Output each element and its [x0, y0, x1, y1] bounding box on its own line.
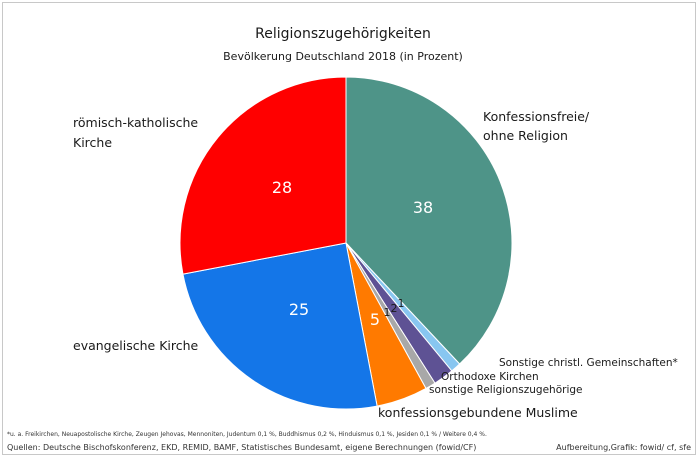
value-label-konfessionsfreie-ohne-religion: 38	[413, 198, 433, 217]
chart-title: Religionszugehörigkeiten	[255, 26, 431, 42]
pie-slices	[179, 76, 513, 410]
slice-romisch-katholische-kirche	[179, 76, 347, 275]
category-label-sonstige-religionszugehorige: sonstige Religionszugehörige	[429, 384, 583, 396]
pie-labels: 38 Konfessionsfreie/ohne Religion 1 Sonstig…	[73, 109, 678, 420]
value-label-evangelische-kirche: 25	[289, 300, 309, 319]
value-label-konfessionsgebundene-muslime: 5	[370, 310, 380, 329]
chart-frame: Religionszugehörigkeiten Bevölkerung Deu…	[2, 2, 696, 455]
chart-subtitle: Bevölkerung Deutschland 2018 (in Prozent…	[223, 50, 463, 63]
credit: Aufbereitung,Grafik: fowid/ cf, sfe	[556, 443, 691, 452]
category-label-romisch-katholische-kirche: römisch-katholische Kirche	[73, 115, 198, 150]
category-label-orthodoxe-kirchen: Orthodoxe Kirchen	[441, 371, 539, 383]
sources: Quellen: Deutsche Bischofskonferenz, EKD…	[7, 443, 476, 452]
pie-chart: Religionszugehörigkeiten Bevölkerung Deu…	[7, 26, 691, 452]
value-label-orthodoxe-kirchen: 2	[391, 302, 398, 315]
value-label-sonstige-religionszugehorige: 1	[384, 306, 391, 319]
category-label-konfessionsgebundene-muslime: konfessionsgebundene Muslime	[378, 405, 578, 420]
category-label-evangelische-kirche: evangelische Kirche	[73, 338, 199, 353]
category-label-konfessionsfreie-ohne-religion: Konfessionsfreie/ohne Religion	[483, 109, 590, 143]
footnote: *u. a. Freikirchen, Neuapostolische Kirc…	[7, 431, 487, 438]
category-label-sonstige-christl-gemeinschaften: Sonstige christl. Gemeinschaften*	[499, 357, 678, 369]
slice-evangelische-kirche	[182, 242, 378, 410]
value-label-romisch-katholische-kirche: 28	[272, 178, 292, 197]
value-label-sonstige-christl-gemeinschaften: 1	[398, 297, 405, 310]
slice-konfessionsfreie-ohne-religion	[345, 76, 513, 365]
